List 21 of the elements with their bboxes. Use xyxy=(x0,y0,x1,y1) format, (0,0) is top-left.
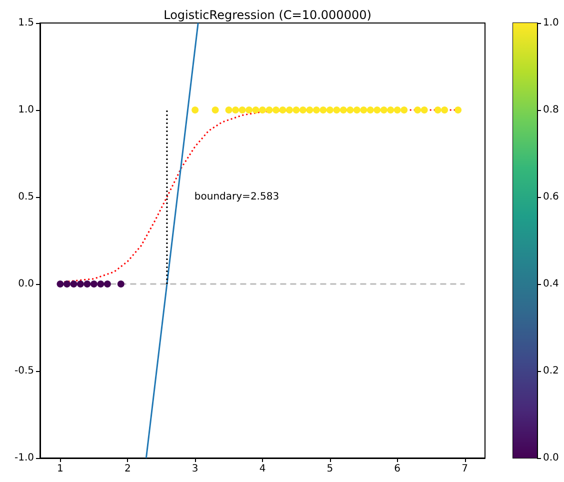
color-bar-label: 0.2 xyxy=(543,366,559,376)
annotation: boundary=2.583 xyxy=(194,192,280,202)
y-tick-label: -1.0 xyxy=(14,452,34,464)
color-bar-label: 0.0 xyxy=(543,452,559,464)
x-tick-label: 4 xyxy=(259,464,266,474)
color-bar-label: 0.6 xyxy=(543,192,559,202)
x-tick-label: 1 xyxy=(57,464,64,474)
chart-title: LogisticRegression (C=10.000000) xyxy=(164,8,372,22)
y-tick-label: 1.0 xyxy=(18,104,34,116)
x-tick-label: 5 xyxy=(326,464,334,474)
y-tick-label: 1.5 xyxy=(18,18,34,28)
color-bar-label: 1.0 xyxy=(543,18,559,28)
x-tick-label: 6 xyxy=(394,464,401,474)
y-tick-label: -0.5 xyxy=(14,366,34,376)
x-tick-label: 3 xyxy=(192,464,198,474)
x-tick-label: 7 xyxy=(462,464,468,474)
color-bar-label: 0.4 xyxy=(543,278,559,290)
color-bar-label: 0.8 xyxy=(543,104,559,116)
x-tick-label: 2 xyxy=(124,464,131,474)
y-tick-label: 0.5 xyxy=(18,192,34,202)
y-tick-label: 0.0 xyxy=(18,278,34,290)
